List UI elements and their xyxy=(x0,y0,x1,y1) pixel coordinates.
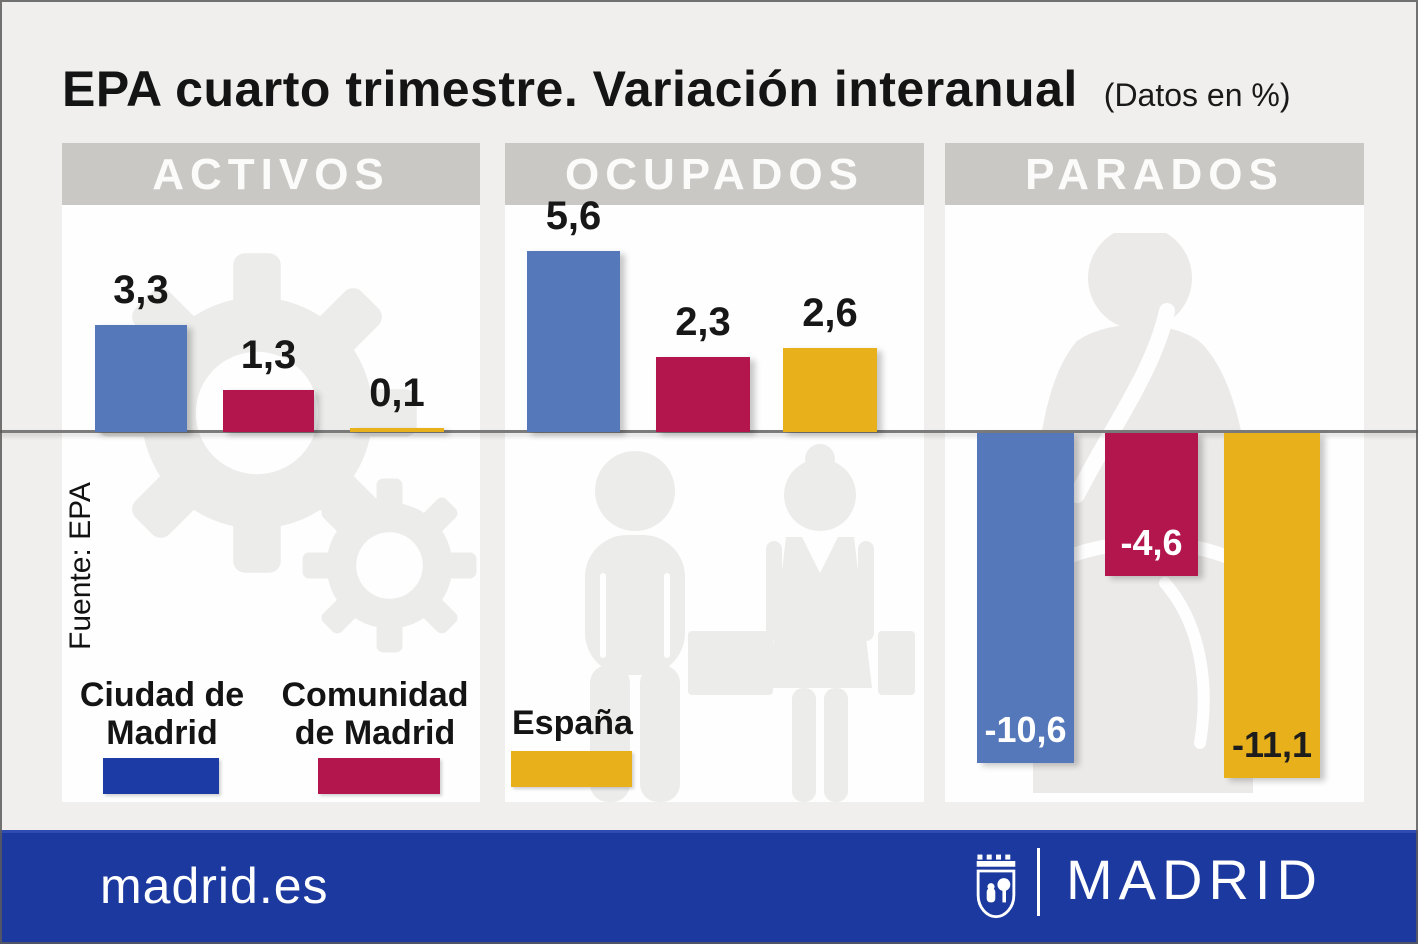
bar-parados-comunidad-de-madrid: -4,6 xyxy=(1105,433,1198,577)
bar-parados-ciudad-de-madrid: -10,6 xyxy=(977,433,1074,763)
title-note: (Datos en %) xyxy=(1103,77,1291,113)
gear-small-icon xyxy=(302,478,477,653)
value-label-ocupados-comunidad: 2,3 xyxy=(675,300,731,345)
value-label-activos-comunidad: 1,3 xyxy=(240,332,297,377)
legend-swatch-ciudad-de-madrid xyxy=(103,758,219,794)
workers-silhouette-icon xyxy=(585,444,915,802)
value-label-ocupados-ciudad: 5,6 xyxy=(545,193,602,238)
madrid-brand-wordmark: MADRID xyxy=(1066,848,1323,911)
madrid-es-url: madrid.es xyxy=(100,858,329,914)
legend-swatch-comunidad-de-madrid xyxy=(318,758,440,794)
bar-parados-espana: -11,1 xyxy=(1224,433,1320,779)
legend-label-espana: España xyxy=(512,704,633,742)
bar-ocupados-comunidad-de-madrid xyxy=(656,357,750,432)
source-note: Fuente: EPA xyxy=(64,482,97,650)
footer-separator xyxy=(1037,848,1040,916)
value-label-parados-comunidad: -4,6 xyxy=(1120,522,1183,564)
legend-label-ciudad-de-madrid: Ciudad de Madrid xyxy=(79,676,245,752)
value-label-ocupados-espana: 2,6 xyxy=(802,290,858,335)
panel-ocupados-header: OCUPADOS xyxy=(505,143,924,205)
panel-parados-header: PARADOS xyxy=(945,143,1364,205)
panel-activos: ACTIVOS xyxy=(62,143,480,802)
value-label-parados-espana: -11,1 xyxy=(1231,724,1313,766)
bar-activos-ciudad-de-madrid xyxy=(95,325,187,432)
footer-bar: madrid.es MADRID xyxy=(0,830,1418,944)
legend-label-comunidad-de-madrid: Comunidad de Madrid xyxy=(281,676,469,752)
legend-swatch-espana xyxy=(511,751,632,787)
page-title: EPA cuarto trimestre. Variación interanu… xyxy=(62,61,1078,117)
bar-ocupados-espana xyxy=(783,347,877,432)
bar-activos-espana xyxy=(350,428,444,432)
title-row: EPA cuarto trimestre. Variación interanu… xyxy=(62,60,1291,118)
panel-activos-header: ACTIVOS xyxy=(62,143,480,205)
value-label-activos-ciudad: 3,3 xyxy=(113,268,169,313)
value-label-activos-espana: 0,1 xyxy=(369,371,425,415)
bar-ocupados-ciudad-de-madrid xyxy=(527,250,620,432)
bar-activos-comunidad-de-madrid xyxy=(223,389,314,432)
value-label-parados-ciudad: -10,6 xyxy=(984,708,1067,750)
madrid-coat-of-arms-icon xyxy=(976,854,1016,919)
